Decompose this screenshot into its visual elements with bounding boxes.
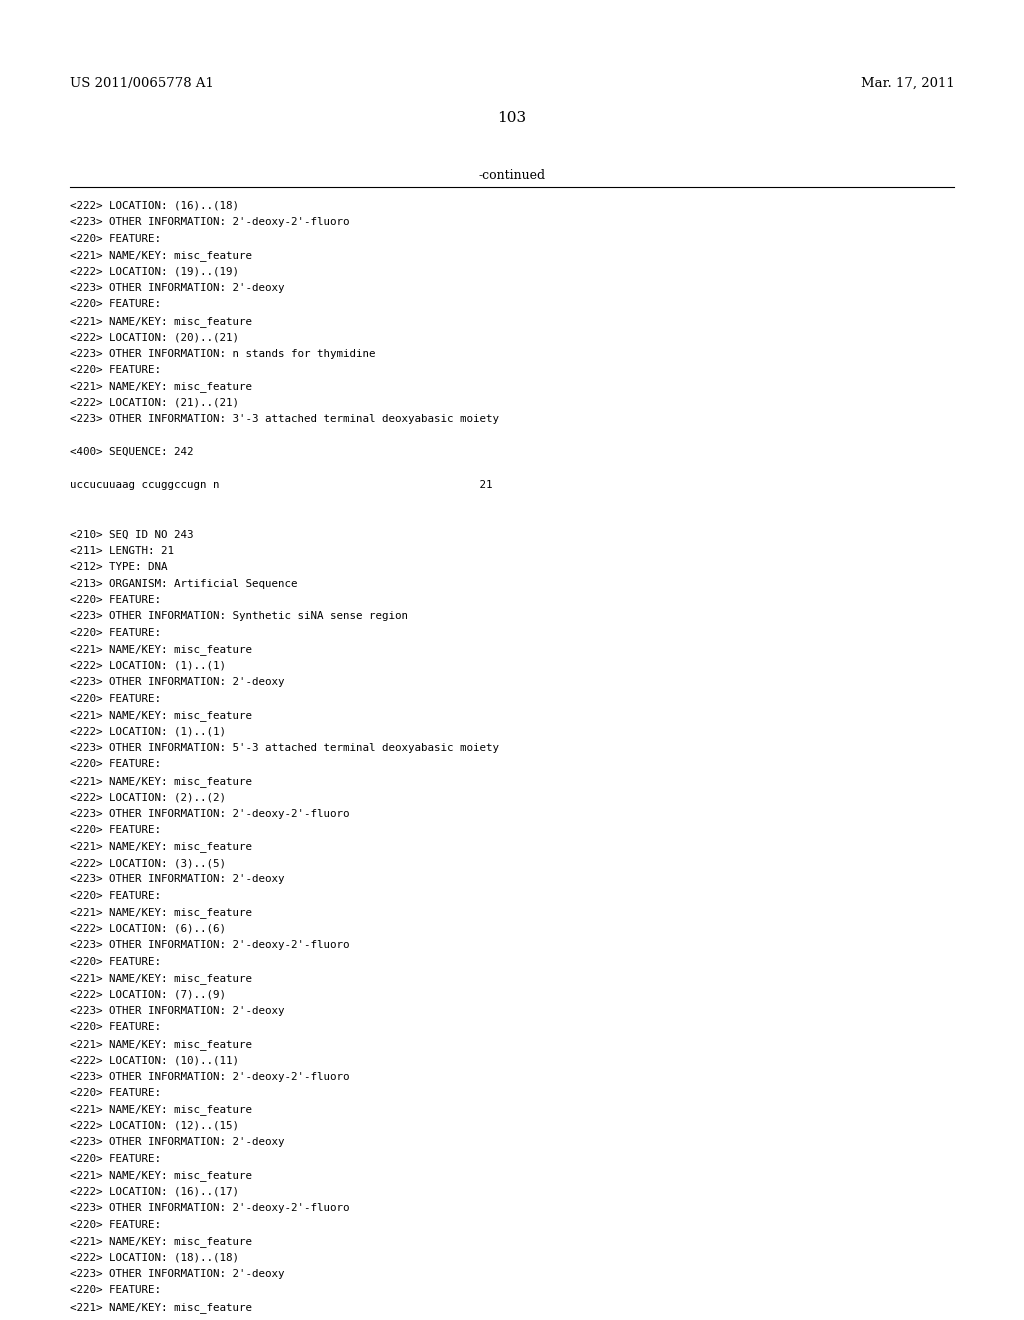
Text: <222> LOCATION: (12)..(15): <222> LOCATION: (12)..(15) [70,1121,239,1131]
Text: <223> OTHER INFORMATION: Synthetic siNA sense region: <223> OTHER INFORMATION: Synthetic siNA … [70,611,408,622]
Text: <220> FEATURE:: <220> FEATURE: [70,595,161,605]
Text: <222> LOCATION: (21)..(21): <222> LOCATION: (21)..(21) [70,397,239,408]
Text: <220> FEATURE:: <220> FEATURE: [70,957,161,966]
Text: <213> ORGANISM: Artificial Sequence: <213> ORGANISM: Artificial Sequence [70,578,297,589]
Text: <222> LOCATION: (7)..(9): <222> LOCATION: (7)..(9) [70,990,225,999]
Text: <210> SEQ ID NO 243: <210> SEQ ID NO 243 [70,529,194,540]
Text: <223> OTHER INFORMATION: 2'-deoxy: <223> OTHER INFORMATION: 2'-deoxy [70,1006,284,1016]
Text: <221> NAME/KEY: misc_feature: <221> NAME/KEY: misc_feature [70,710,252,721]
Text: <220> FEATURE:: <220> FEATURE: [70,825,161,836]
Text: <220> FEATURE:: <220> FEATURE: [70,694,161,704]
Text: <223> OTHER INFORMATION: 2'-deoxy: <223> OTHER INFORMATION: 2'-deoxy [70,1138,284,1147]
Text: <222> LOCATION: (2)..(2): <222> LOCATION: (2)..(2) [70,792,225,803]
Text: <400> SEQUENCE: 242: <400> SEQUENCE: 242 [70,447,194,457]
Text: <223> OTHER INFORMATION: 2'-deoxy: <223> OTHER INFORMATION: 2'-deoxy [70,282,284,293]
Text: <220> FEATURE:: <220> FEATURE: [70,628,161,638]
Text: <222> LOCATION: (3)..(5): <222> LOCATION: (3)..(5) [70,858,225,869]
Text: <222> LOCATION: (16)..(18): <222> LOCATION: (16)..(18) [70,201,239,211]
Text: <223> OTHER INFORMATION: 2'-deoxy: <223> OTHER INFORMATION: 2'-deoxy [70,1269,284,1279]
Text: <223> OTHER INFORMATION: 2'-deoxy-2'-fluoro: <223> OTHER INFORMATION: 2'-deoxy-2'-flu… [70,809,349,818]
Text: <222> LOCATION: (19)..(19): <222> LOCATION: (19)..(19) [70,267,239,276]
Text: <221> NAME/KEY: misc_feature: <221> NAME/KEY: misc_feature [70,973,252,983]
Text: <221> NAME/KEY: misc_feature: <221> NAME/KEY: misc_feature [70,1105,252,1115]
Text: <223> OTHER INFORMATION: n stands for thymidine: <223> OTHER INFORMATION: n stands for th… [70,348,375,359]
Text: <221> NAME/KEY: misc_feature: <221> NAME/KEY: misc_feature [70,644,252,655]
Text: <221> NAME/KEY: misc_feature: <221> NAME/KEY: misc_feature [70,1302,252,1312]
Text: <221> NAME/KEY: misc_feature: <221> NAME/KEY: misc_feature [70,776,252,787]
Text: -continued: -continued [478,169,546,182]
Text: <223> OTHER INFORMATION: 2'-deoxy-2'-fluoro: <223> OTHER INFORMATION: 2'-deoxy-2'-flu… [70,940,349,950]
Text: <221> NAME/KEY: misc_feature: <221> NAME/KEY: misc_feature [70,249,252,261]
Text: <221> NAME/KEY: misc_feature: <221> NAME/KEY: misc_feature [70,907,252,919]
Text: <221> NAME/KEY: misc_feature: <221> NAME/KEY: misc_feature [70,1171,252,1181]
Text: <222> LOCATION: (10)..(11): <222> LOCATION: (10)..(11) [70,1055,239,1065]
Text: <220> FEATURE:: <220> FEATURE: [70,1286,161,1295]
Text: <220> FEATURE:: <220> FEATURE: [70,759,161,770]
Text: <221> NAME/KEY: misc_feature: <221> NAME/KEY: misc_feature [70,1039,252,1049]
Text: <221> NAME/KEY: misc_feature: <221> NAME/KEY: misc_feature [70,381,252,392]
Text: <220> FEATURE:: <220> FEATURE: [70,300,161,309]
Text: <222> LOCATION: (16)..(17): <222> LOCATION: (16)..(17) [70,1187,239,1197]
Text: <223> OTHER INFORMATION: 2'-deoxy-2'-fluoro: <223> OTHER INFORMATION: 2'-deoxy-2'-flu… [70,1072,349,1081]
Text: 103: 103 [498,111,526,125]
Text: <221> NAME/KEY: misc_feature: <221> NAME/KEY: misc_feature [70,315,252,326]
Text: <222> LOCATION: (1)..(1): <222> LOCATION: (1)..(1) [70,726,225,737]
Text: <223> OTHER INFORMATION: 3'-3 attached terminal deoxyabasic moiety: <223> OTHER INFORMATION: 3'-3 attached t… [70,414,499,424]
Text: <212> TYPE: DNA: <212> TYPE: DNA [70,562,167,572]
Text: <220> FEATURE:: <220> FEATURE: [70,1088,161,1098]
Text: <211> LENGTH: 21: <211> LENGTH: 21 [70,545,174,556]
Text: <220> FEATURE:: <220> FEATURE: [70,1154,161,1164]
Text: <223> OTHER INFORMATION: 5'-3 attached terminal deoxyabasic moiety: <223> OTHER INFORMATION: 5'-3 attached t… [70,743,499,752]
Text: <222> LOCATION: (20)..(21): <222> LOCATION: (20)..(21) [70,333,239,342]
Text: <221> NAME/KEY: misc_feature: <221> NAME/KEY: misc_feature [70,1236,252,1247]
Text: US 2011/0065778 A1: US 2011/0065778 A1 [70,77,214,90]
Text: <222> LOCATION: (6)..(6): <222> LOCATION: (6)..(6) [70,924,225,933]
Text: <220> FEATURE:: <220> FEATURE: [70,234,161,243]
Text: <220> FEATURE:: <220> FEATURE: [70,1022,161,1032]
Text: <223> OTHER INFORMATION: 2'-deoxy: <223> OTHER INFORMATION: 2'-deoxy [70,874,284,884]
Text: <221> NAME/KEY: misc_feature: <221> NAME/KEY: misc_feature [70,842,252,853]
Text: <222> LOCATION: (1)..(1): <222> LOCATION: (1)..(1) [70,661,225,671]
Text: <220> FEATURE:: <220> FEATURE: [70,891,161,900]
Text: <223> OTHER INFORMATION: 2'-deoxy-2'-fluoro: <223> OTHER INFORMATION: 2'-deoxy-2'-flu… [70,1203,349,1213]
Text: <222> LOCATION: (18)..(18): <222> LOCATION: (18)..(18) [70,1253,239,1262]
Text: <220> FEATURE:: <220> FEATURE: [70,1220,161,1229]
Text: <223> OTHER INFORMATION: 2'-deoxy: <223> OTHER INFORMATION: 2'-deoxy [70,677,284,688]
Text: <220> FEATURE:: <220> FEATURE: [70,364,161,375]
Text: <223> OTHER INFORMATION: 2'-deoxy-2'-fluoro: <223> OTHER INFORMATION: 2'-deoxy-2'-flu… [70,216,349,227]
Text: Mar. 17, 2011: Mar. 17, 2011 [860,77,954,90]
Text: uccucuuaag ccuggccugn n                                        21: uccucuuaag ccuggccugn n 21 [70,480,493,490]
